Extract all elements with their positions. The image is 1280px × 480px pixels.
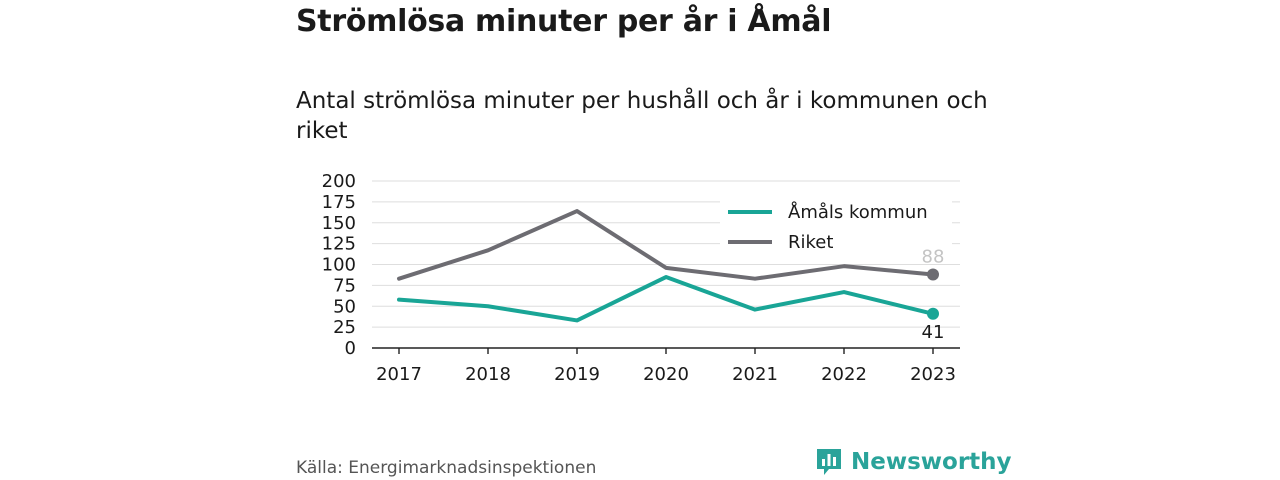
- x-tick-label: 2017: [376, 364, 422, 385]
- end-label-amal: 41: [922, 322, 945, 343]
- legend: Åmåls kommun Riket: [720, 197, 952, 261]
- newsworthy-icon: [817, 449, 841, 475]
- series-line: [397, 275, 935, 323]
- series-end-point: [927, 307, 939, 320]
- end-label-riket: 88: [922, 247, 945, 268]
- y-tick-label: 200: [322, 171, 356, 192]
- x-tick-label: 2022: [821, 364, 867, 385]
- series-line: [397, 209, 935, 281]
- x-axis: 2017 2018 2019 2020 2021 2022 2023: [372, 347, 960, 385]
- x-tick-label: 2023: [910, 364, 956, 385]
- x-tick-label: 2020: [643, 364, 689, 385]
- series-lines: [397, 209, 939, 323]
- x-tick-label: 2021: [732, 364, 778, 385]
- y-tick-label: 25: [333, 317, 356, 338]
- series-end-point: [927, 268, 939, 281]
- end-labels: 41 88: [922, 247, 945, 343]
- legend-label: Riket: [788, 232, 833, 253]
- brand-logo: Newsworthy: [815, 446, 1012, 478]
- y-tick-label: 100: [322, 255, 356, 276]
- y-tick-label: 175: [322, 192, 356, 213]
- source-note: Källa: Energimarknadsinspektionen: [296, 458, 597, 478]
- brand-name: Newsworthy: [851, 449, 1012, 475]
- y-tick-label: 0: [345, 338, 356, 359]
- x-tick-label: 2018: [465, 364, 511, 385]
- chart-subtitle: Antal strömlösa minuter per hushåll och …: [296, 88, 988, 144]
- legend-background: [720, 197, 952, 261]
- y-tick-label: 125: [322, 234, 356, 255]
- chart-title: Strömlösa minuter per år i Åmål: [296, 4, 832, 39]
- x-tick-label: 2019: [554, 364, 600, 385]
- legend-label: Åmåls kommun: [788, 201, 928, 223]
- y-tick-label: 75: [333, 275, 356, 296]
- y-tick-label: 50: [333, 296, 356, 317]
- y-tick-label: 150: [322, 213, 356, 234]
